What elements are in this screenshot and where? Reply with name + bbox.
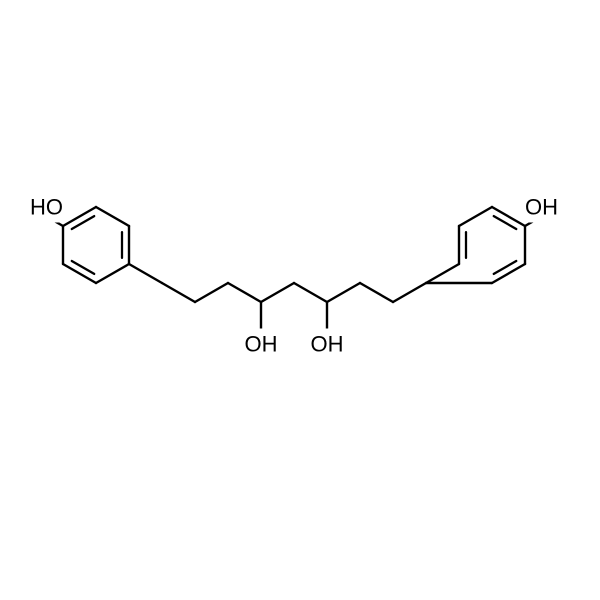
atom-label-o3: OH (245, 332, 278, 357)
atom-label-o_left: HO (30, 195, 63, 220)
atom-label-o5: OH (311, 332, 344, 357)
chemical-structure: HO OH OH OH (0, 0, 600, 600)
atom-label-o_right: OH (525, 195, 558, 220)
